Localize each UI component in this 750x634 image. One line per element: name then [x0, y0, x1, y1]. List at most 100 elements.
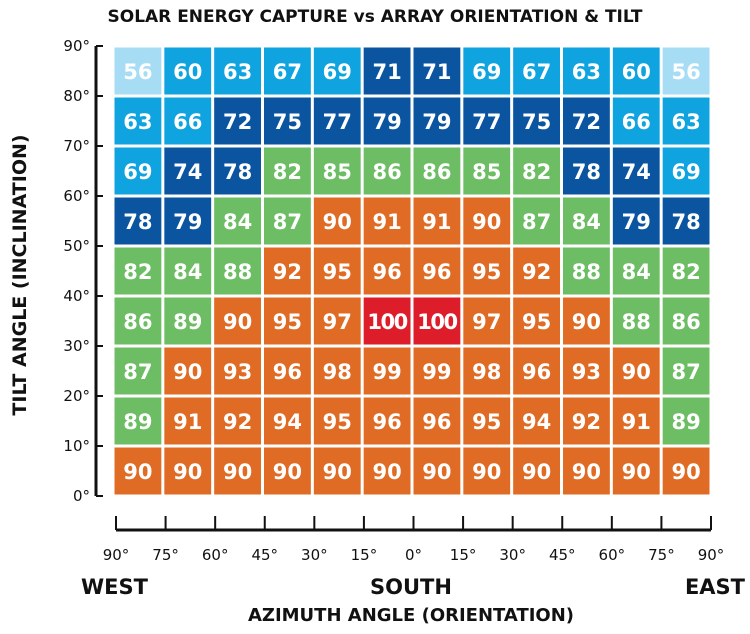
cell-value-label: 94	[273, 410, 302, 434]
heatmap-cell	[313, 197, 361, 245]
heatmap-cell	[563, 247, 610, 295]
y-tick-label: 0°	[73, 487, 90, 505]
heatmap-cell	[612, 97, 660, 145]
heatmap-cell	[214, 347, 261, 395]
heatmap-cell	[662, 397, 710, 445]
heatmap-cell	[214, 47, 261, 95]
cell-value-label: 79	[422, 110, 451, 134]
cell-value-label: 90	[622, 460, 651, 484]
cell-value-label: 90	[572, 310, 601, 334]
y-tick-label: 60°	[63, 187, 90, 205]
heatmap-cell	[214, 147, 261, 195]
heatmap-cell	[164, 47, 212, 95]
heatmap-cell	[363, 97, 411, 145]
direction-west: WEST	[81, 575, 149, 599]
heatmap-cell	[513, 47, 560, 95]
x-tick-label: 75°	[648, 546, 675, 564]
cell-value-label: 69	[123, 160, 152, 184]
cell-value-label: 95	[323, 410, 352, 434]
heatmap-cell	[313, 297, 361, 345]
cell-value-label: 91	[622, 410, 651, 434]
cell-value-label: 69	[472, 60, 501, 84]
cell-value-label: 90	[223, 310, 252, 334]
cell-value-label: 92	[522, 260, 551, 284]
direction-east: EAST	[685, 575, 746, 599]
heatmap-cell	[264, 347, 311, 395]
x-tick-label: 30°	[301, 546, 328, 564]
heatmap-cell	[463, 147, 511, 195]
cell-value-label: 66	[173, 110, 202, 134]
x-tick-label: 90°	[698, 546, 725, 564]
cell-value-label: 72	[223, 110, 252, 134]
cell-value-label: 94	[522, 410, 551, 434]
cell-value-label: 100	[417, 310, 457, 334]
heatmap-cell	[612, 147, 660, 195]
heatmap-cell	[463, 197, 511, 245]
heatmap-cell	[114, 147, 162, 195]
cell-value-label: 63	[572, 60, 601, 84]
cell-value-label: 84	[173, 260, 202, 284]
cell-value-label: 82	[671, 260, 700, 284]
heatmap-cell	[612, 397, 660, 445]
cell-value-label: 63	[123, 110, 152, 134]
cell-value-label: 90	[323, 460, 352, 484]
heatmap-cell	[662, 97, 710, 145]
cell-value-label: 63	[671, 110, 700, 134]
heatmap-cell	[264, 47, 311, 95]
cell-value-label: 93	[223, 360, 252, 384]
cell-value-label: 66	[622, 110, 651, 134]
heatmap-cell	[413, 97, 461, 145]
cell-value-label: 63	[223, 60, 252, 84]
cell-value-label: 88	[622, 310, 651, 334]
heatmap-cell	[313, 97, 361, 145]
heatmap-cell	[612, 47, 660, 95]
heatmap-cell	[363, 347, 411, 395]
heatmap-cell	[563, 197, 610, 245]
cell-value-label: 90	[223, 460, 252, 484]
heatmap-cell	[612, 297, 660, 345]
heatmap-cell	[413, 447, 461, 495]
heatmap-cell	[363, 247, 411, 295]
heatmap-cell	[662, 347, 710, 395]
y-tick-label: 20°	[63, 387, 90, 405]
heatmap-cell	[513, 397, 560, 445]
heatmap-cell	[264, 447, 311, 495]
heatmap-cell	[164, 197, 212, 245]
heatmap-cell	[214, 297, 261, 345]
cell-value-label: 90	[472, 210, 501, 234]
heatmap-cell	[413, 147, 461, 195]
cell-value-label: 95	[273, 310, 302, 334]
cell-value-label: 90	[173, 360, 202, 384]
y-tick-label: 70°	[63, 137, 90, 155]
cell-value-label: 93	[572, 360, 601, 384]
heatmap-cell	[363, 197, 411, 245]
y-axis-label: TILT ANGLE (INCLINATION)	[9, 134, 31, 415]
cell-value-label: 92	[223, 410, 252, 434]
heatmap-cell	[313, 247, 361, 295]
heatmap-cell	[612, 197, 660, 245]
cell-value-label: 90	[522, 460, 551, 484]
cell-value-label: 95	[472, 260, 501, 284]
heatmap-cell	[114, 347, 162, 395]
cell-value-label: 91	[372, 210, 401, 234]
cell-value-label: 96	[422, 260, 451, 284]
heatmap-cell	[563, 47, 610, 95]
heatmap-cell	[214, 397, 261, 445]
heatmap-cell	[264, 147, 311, 195]
cell-value-label: 89	[173, 310, 202, 334]
cell-value-label: 96	[372, 260, 401, 284]
cell-value-label: 75	[522, 110, 551, 134]
heatmap-cell	[363, 297, 411, 345]
cell-value-label: 89	[671, 410, 700, 434]
x-tick-label: 60°	[202, 546, 229, 564]
heatmap-cell	[662, 297, 710, 345]
cell-value-label: 74	[173, 160, 202, 184]
heatmap-cell	[313, 147, 361, 195]
heatmap-cell	[463, 97, 511, 145]
cell-value-label: 69	[671, 160, 700, 184]
heatmap-cell	[164, 247, 212, 295]
chart-title: SOLAR ENERGY CAPTURE vs ARRAY ORIENTATIO…	[108, 7, 643, 27]
heatmap-cell	[413, 397, 461, 445]
x-tick-label: 60°	[599, 546, 626, 564]
